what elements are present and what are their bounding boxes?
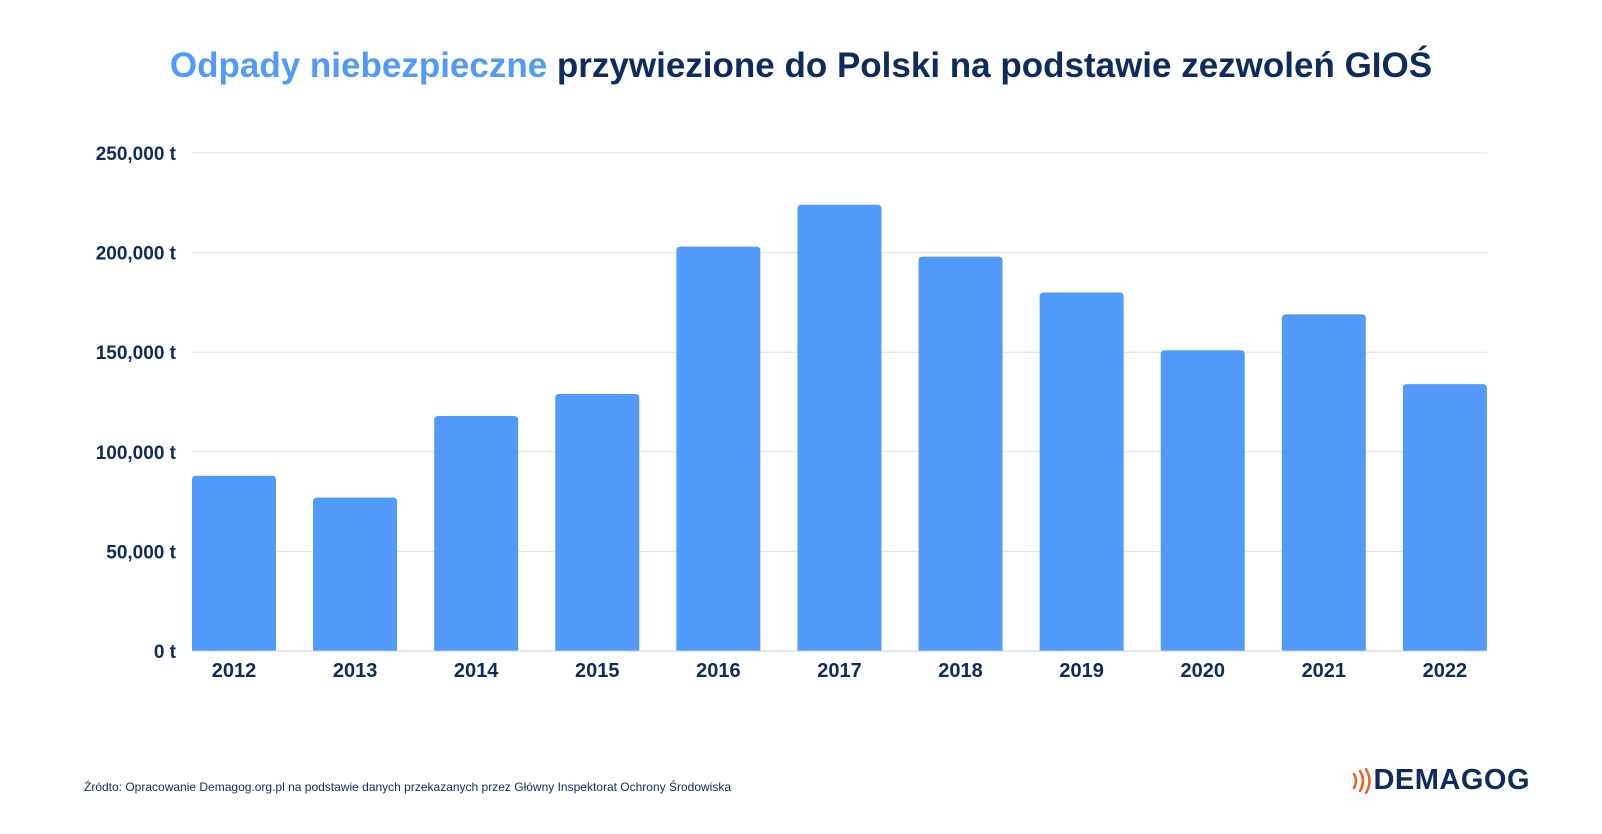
x-tick-label: 2017 [817,660,862,682]
bars [192,204,1487,652]
bar-2013 [313,497,398,651]
title-highlight: Odpady niebezpieczne [169,46,548,85]
y-tick-label: 0 t [154,642,177,663]
bar-2017 [797,204,882,652]
x-tick-label: 2012 [212,660,257,682]
x-tick-label: 2020 [1180,660,1225,682]
y-tick-label: 50,000 t [106,542,176,563]
source-note: Źródto: Opracowanie Demagog.org.pl na po… [84,780,731,794]
x-tick-label: 2019 [1059,660,1104,682]
bar-2021 [1281,314,1366,651]
y-tick-label: 150,000 t [96,343,177,364]
y-tick-label: 200,000 t [96,244,177,265]
x-tick-label: 2018 [938,660,983,682]
x-tick-label: 2016 [696,660,741,682]
signal-waves-icon [1353,767,1372,794]
x-axis-ticks: 2012 2013 2014 2015 2016 2017 2018 2019 2020 2021… [212,660,1467,682]
title-rest: przywiezione do Polski na podstawie zezw… [547,46,1433,85]
x-tick-label: 2021 [1302,660,1347,682]
x-tick-label: 2022 [1423,660,1468,682]
y-tick-label: 100,000 t [96,443,177,464]
demagog-logo: DEMAGOG [1351,764,1530,797]
bar-2018 [918,256,1003,651]
x-tick-label: 2014 [454,660,499,682]
bar-2020 [1160,350,1245,651]
bar-2012 [192,475,276,651]
bar-chart: 0 t 50,000 t 100,000 t 150,000 t 200,000 t 25… [96,144,1487,682]
bar-2015 [555,394,640,651]
bar-2014 [434,415,519,651]
bar-2022 [1402,384,1487,651]
x-tick-label: 2013 [333,660,378,682]
y-tick-label: 250,000 t [96,144,177,165]
x-tick-label: 2015 [575,660,620,682]
bar-2016 [676,246,761,651]
logo-text: DEMAGOG [1373,764,1530,796]
y-axis-ticks: 0 t 50,000 t 100,000 t 150,000 t 200,000 t 25… [96,144,177,663]
bar-2019 [1039,292,1124,651]
chart-title: Odpady niebezpieczne przywiezione do Pol… [0,46,1602,86]
